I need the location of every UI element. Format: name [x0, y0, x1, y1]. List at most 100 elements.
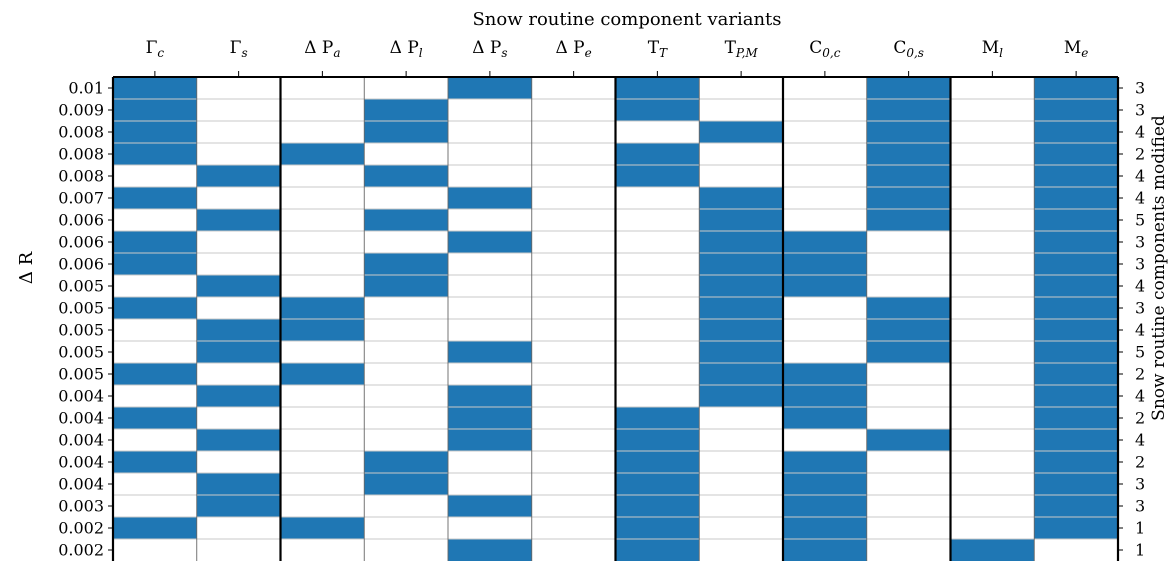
row-label-count: 2: [1135, 365, 1145, 384]
row-label-count: 3: [1135, 475, 1145, 494]
row-label-count: 2: [1135, 453, 1145, 472]
cell-r9-c7: [699, 275, 783, 297]
cell-r3-c9: [866, 143, 951, 165]
cell-r1-c0: [113, 99, 197, 121]
column-label: Δ Pe: [556, 38, 592, 60]
cell-r21-c6: [615, 539, 700, 561]
cell-r4-c11: [1034, 165, 1118, 187]
cell-r5-c11: [1034, 187, 1118, 209]
column-label: Γs: [230, 38, 248, 60]
column-label: Δ Pl: [390, 38, 423, 60]
column-label: Ml: [982, 38, 1003, 60]
cell-r7-c7: [699, 231, 783, 253]
cell-r0-c6: [615, 77, 700, 99]
cell-r2-c7: [699, 121, 783, 143]
row-label-count: 4: [1135, 277, 1145, 296]
cell-r18-c8: [783, 473, 867, 495]
cell-r6-c9: [866, 209, 951, 231]
row-label-count: 2: [1135, 145, 1145, 164]
column-label: Γc: [146, 38, 165, 60]
cell-r2-c11: [1034, 121, 1118, 143]
cell-r12-c4: [448, 341, 532, 363]
cell-r20-c6: [615, 517, 700, 539]
cell-r13-c11: [1034, 363, 1118, 385]
column-label: TT: [648, 38, 668, 60]
cell-r17-c0: [113, 451, 197, 473]
cell-r11-c1: [196, 319, 281, 341]
row-label-delta-r: 0.008: [58, 123, 104, 142]
cell-r4-c3: [364, 165, 448, 187]
cell-r1-c3: [364, 99, 448, 121]
cell-r10-c11: [1034, 297, 1118, 319]
cell-r21-c4: [448, 539, 532, 561]
row-label-delta-r: 0.006: [58, 211, 104, 230]
cell-r15-c11: [1034, 407, 1118, 429]
cell-r15-c0: [113, 407, 197, 429]
cell-r6-c7: [699, 209, 783, 231]
cell-r4-c1: [196, 165, 281, 187]
cell-r21-c10: [950, 539, 1035, 561]
cell-r13-c8: [783, 363, 867, 385]
cell-r14-c1: [196, 385, 281, 407]
row-label-count: 3: [1135, 233, 1145, 252]
row-label-delta-r: 0.002: [58, 541, 104, 560]
cell-r11-c2: [280, 319, 365, 341]
row-label-count: 3: [1135, 79, 1145, 98]
cell-r12-c9: [866, 341, 951, 363]
cell-r8-c3: [364, 253, 448, 275]
cell-r2-c0: [113, 121, 197, 143]
cell-r20-c11: [1034, 517, 1118, 539]
cell-r4-c6: [615, 165, 700, 187]
cell-r3-c0: [113, 143, 197, 165]
cell-r8-c7: [699, 253, 783, 275]
column-label: Me: [1064, 38, 1089, 60]
cell-r2-c9: [866, 121, 951, 143]
cell-r18-c6: [615, 473, 700, 495]
row-label-delta-r: 0.004: [58, 475, 104, 494]
cell-r16-c11: [1034, 429, 1118, 451]
cell-r11-c9: [866, 319, 951, 341]
row-label-count: 5: [1135, 211, 1145, 230]
row-label-delta-r: 0.004: [58, 387, 104, 406]
cell-r14-c8: [783, 385, 867, 407]
cell-r16-c9: [866, 429, 951, 451]
cell-r20-c2: [280, 517, 365, 539]
row-label-delta-r: 0.005: [58, 343, 104, 362]
column-separators: [111, 76, 1120, 561]
cell-r5-c0: [113, 187, 197, 209]
column-label: Δ Pa: [304, 38, 340, 60]
cell-r9-c11: [1034, 275, 1118, 297]
cell-r6-c3: [364, 209, 448, 231]
labels-layer: Γc Γs Δ Pa Δ Pl Δ Ps Δ Pe TT TP,M C0,c C0,s Ml Me 0.…: [58, 38, 1145, 560]
cell-r3-c11: [1034, 143, 1118, 165]
row-label-delta-r: 0.005: [58, 277, 104, 296]
cell-r5-c4: [448, 187, 532, 209]
cell-r7-c0: [113, 231, 197, 253]
cell-r16-c6: [615, 429, 700, 451]
cell-r4-c9: [866, 165, 951, 187]
cell-r0-c9: [866, 77, 951, 99]
row-label-count: 1: [1135, 541, 1145, 560]
cell-r0-c0: [113, 77, 197, 99]
cell-r19-c1: [196, 495, 281, 517]
y-axis-label-right: Snow routine components modified: [1149, 115, 1169, 421]
cell-r17-c6: [615, 451, 700, 473]
cell-r17-c11: [1034, 451, 1118, 473]
row-label-delta-r: 0.009: [58, 101, 104, 120]
cell-r10-c9: [866, 297, 951, 319]
cell-r3-c6: [615, 143, 700, 165]
row-label-delta-r: 0.006: [58, 233, 104, 252]
cell-r19-c4: [448, 495, 532, 517]
row-label-delta-r: 0.004: [58, 409, 104, 428]
cell-r19-c8: [783, 495, 867, 517]
cell-r17-c3: [364, 451, 448, 473]
cell-r21-c8: [783, 539, 867, 561]
cell-r18-c1: [196, 473, 281, 495]
cell-r6-c11: [1034, 209, 1118, 231]
cell-r13-c2: [280, 363, 365, 385]
row-label-count: 4: [1135, 431, 1145, 450]
cell-r8-c11: [1034, 253, 1118, 275]
cell-r16-c1: [196, 429, 281, 451]
cell-r19-c11: [1034, 495, 1118, 517]
column-label: TP,M: [725, 38, 759, 60]
